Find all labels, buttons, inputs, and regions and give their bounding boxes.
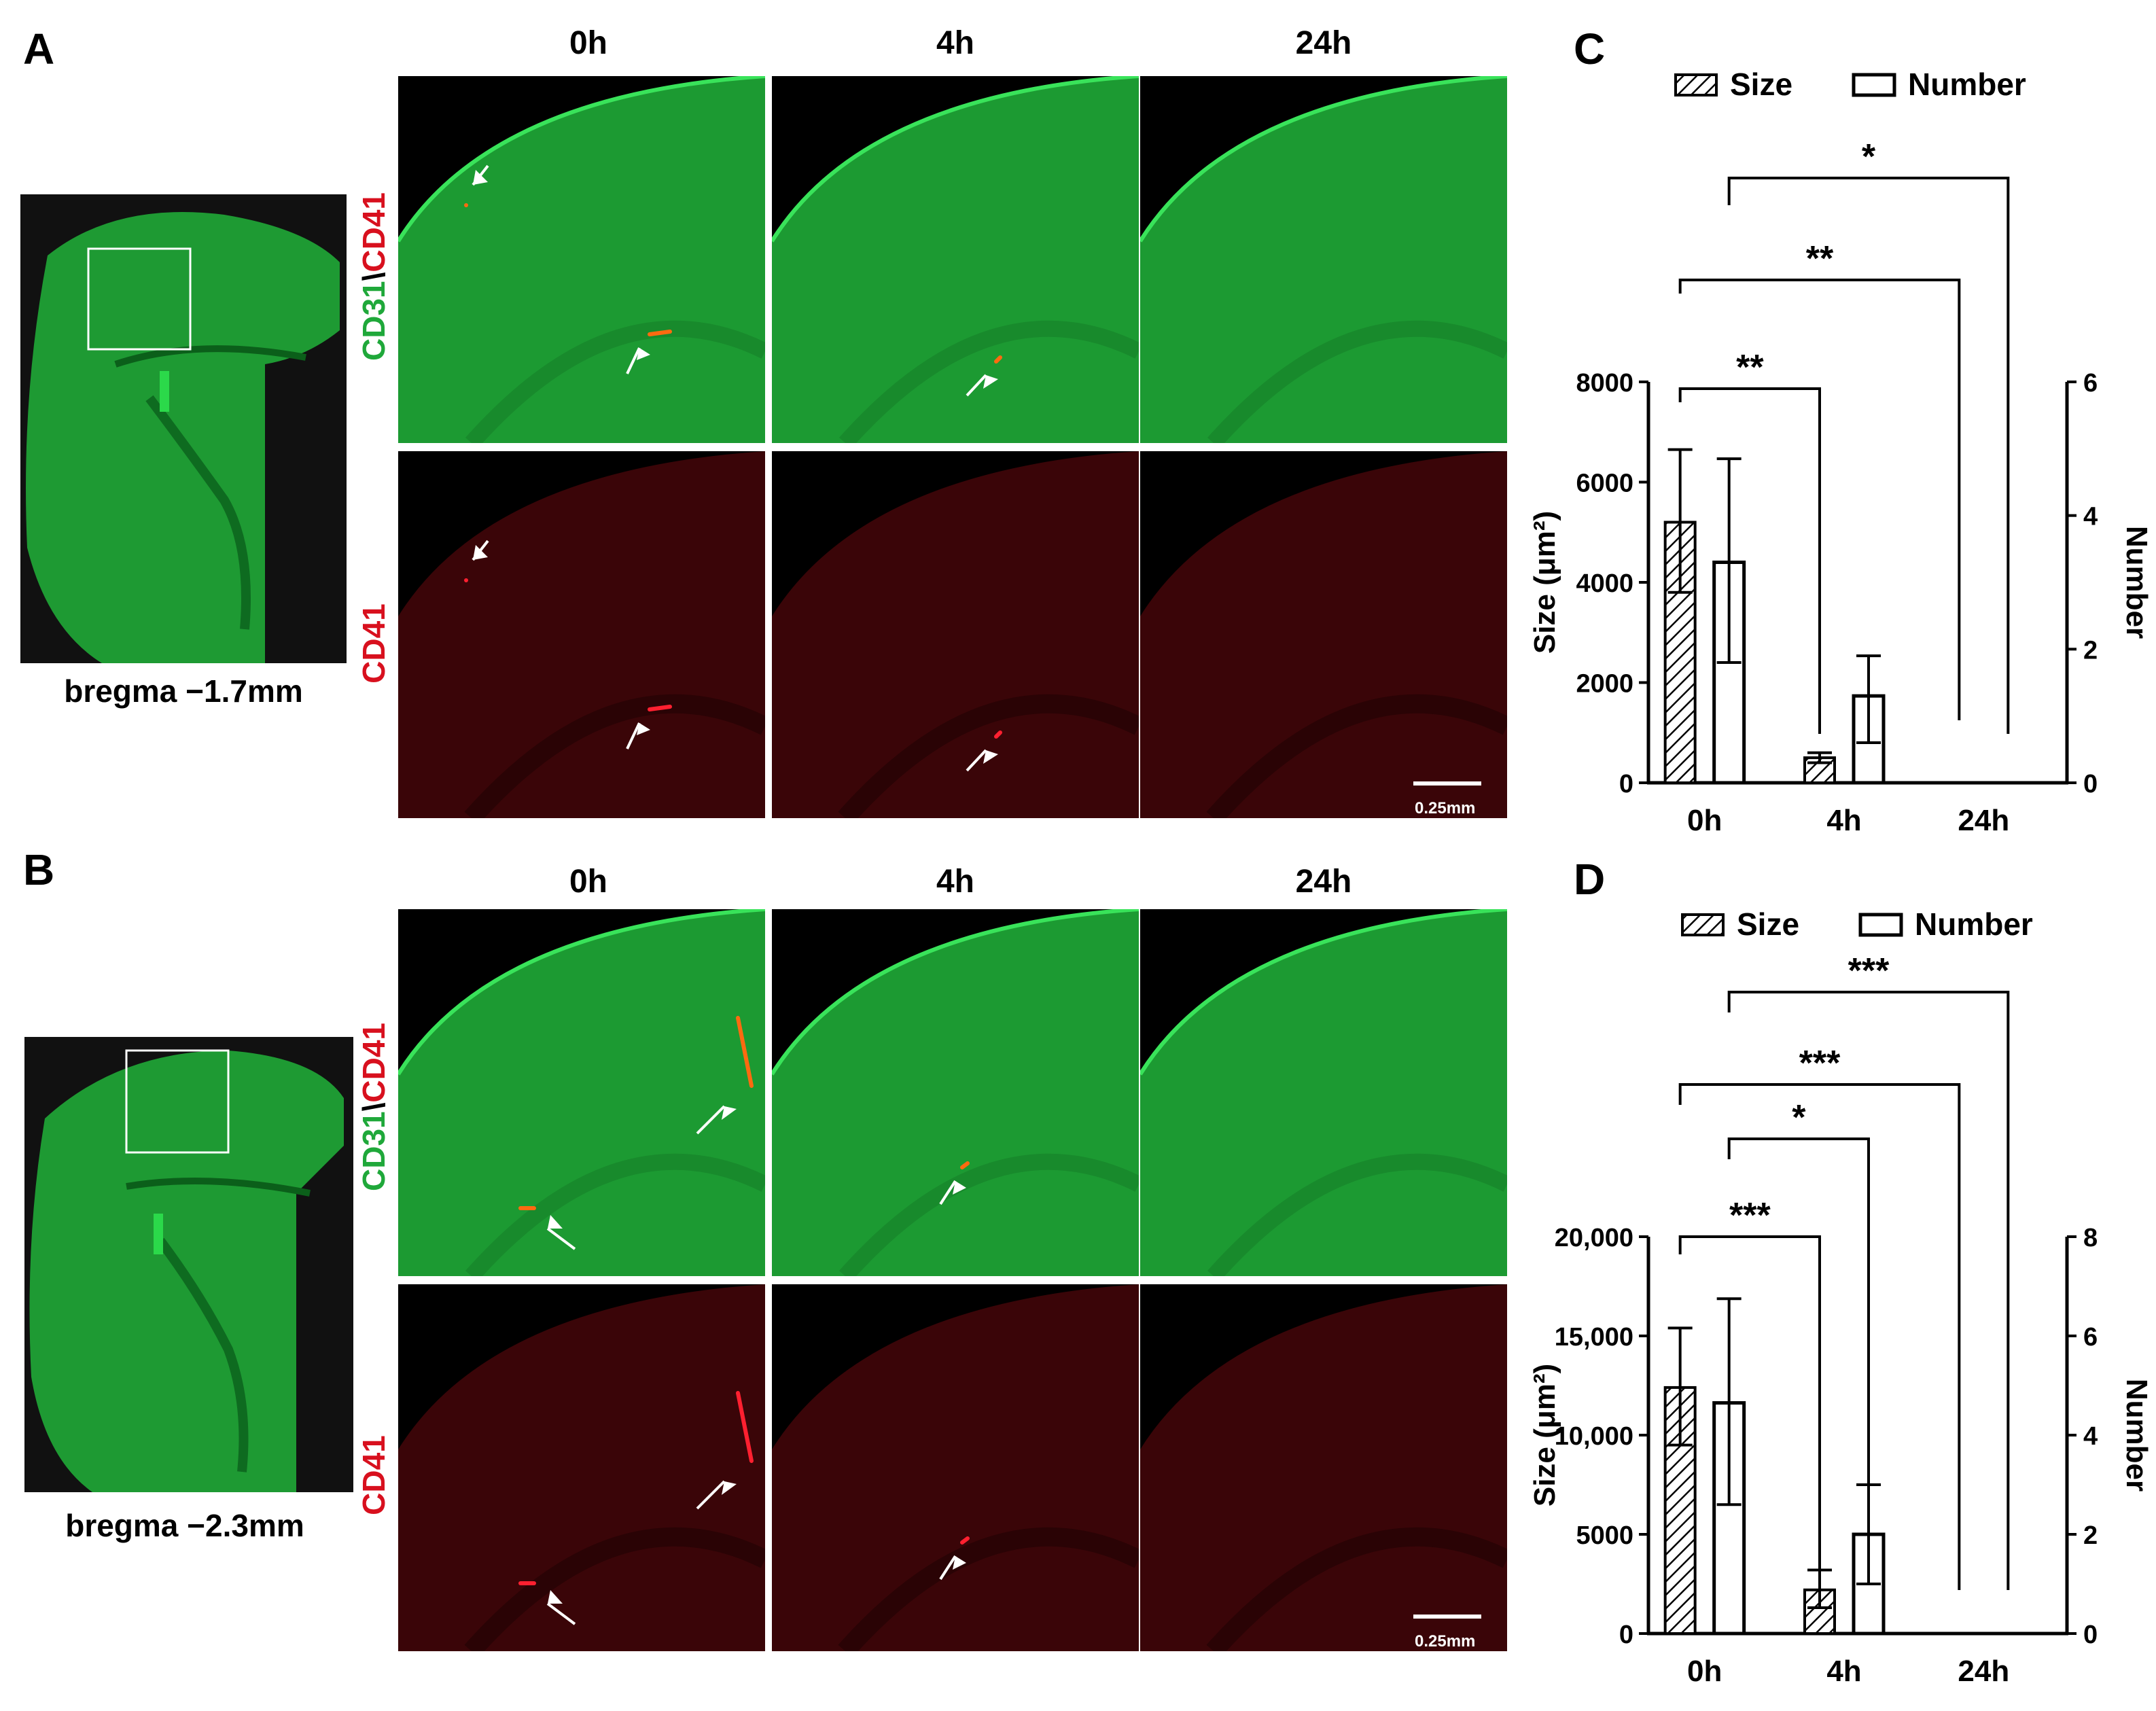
legend-swatch-size [1674, 73, 1718, 96]
label-separator: \ [356, 272, 391, 281]
column-label-0h-b: 0h [569, 864, 607, 900]
significance-bracket [1727, 991, 2010, 1590]
x-tick-label: 4h [1826, 804, 1861, 837]
column-label-4h-b: 4h [936, 864, 974, 900]
panel-letter-c: C [1574, 24, 1606, 73]
significance-label: *** [1729, 1196, 1771, 1235]
legend-label-number: Number [1908, 67, 2026, 102]
significance-label: *** [1848, 951, 1890, 991]
y2-tick-label: 6 [2083, 369, 2098, 398]
y-tick-label: 4000 [1576, 569, 1633, 598]
column-label-24h-a: 24h [1295, 25, 1352, 61]
y2-tick-label: 8 [2083, 1224, 2098, 1252]
x-tick-label: 24h [1958, 804, 2009, 837]
x-tick-label: 24h [1958, 1655, 2009, 1688]
scale-bar-b [1413, 1615, 1481, 1619]
y-tick-label: 15,000 [1555, 1323, 1633, 1352]
error-bar-size-4h [1807, 751, 1832, 764]
scale-bar-label-a: 0.25mm [1415, 799, 1476, 817]
panel-letter-a: A [23, 24, 55, 73]
y2-tick-label: 0 [2083, 1621, 2098, 1649]
chart-c: 0 2000 4000 6000 8000 0 2 4 6 Size (μm²) Number 0h 4… [1515, 54, 2154, 856]
scale-bar-a [1413, 781, 1481, 786]
significance-bracket [1678, 387, 1821, 734]
micrograph-a-merge-4h [772, 76, 1139, 443]
significance-bracket [1727, 1137, 1870, 1583]
x-tick-label: 0h [1687, 1655, 1722, 1688]
panel-letter-d: D [1574, 855, 1606, 904]
panel-letter-b: B [23, 845, 55, 894]
significance-bracket [1678, 1083, 1961, 1590]
y-axis-label: Size (μm²) [1528, 1364, 1561, 1506]
significance-bracket [1727, 177, 2010, 734]
y-tick-label: 0 [1619, 770, 1633, 798]
column-label-4h-a: 4h [936, 25, 974, 61]
row-label-merge-b: CD31\CD41 [355, 1005, 392, 1209]
x-tick-label: 4h [1826, 1655, 1861, 1688]
significance-label: ** [1736, 348, 1764, 387]
y2-tick-label: 6 [2083, 1323, 2098, 1352]
y-tick-label: 5000 [1576, 1521, 1633, 1550]
y-axis-label: Size (μm²) [1528, 511, 1561, 654]
label-cd31: CD31 [356, 281, 391, 361]
y2-axis-label: Number [2120, 1379, 2153, 1492]
brain-overview-b [24, 1037, 353, 1492]
significance-bracket [1678, 279, 1961, 720]
column-label-24h-b: 24h [1295, 864, 1352, 900]
micrograph-a-cd41-4h [772, 451, 1139, 818]
significance-label: * [1862, 137, 1876, 177]
error-bar-number-0h [1716, 457, 1742, 664]
label-cd41: CD41 [356, 1023, 391, 1103]
label-separator: \ [356, 1102, 391, 1112]
micrograph-b-cd41-0h [398, 1284, 765, 1651]
legend-label-size: Size [1737, 906, 1799, 942]
micrograph-b-merge-0h [398, 909, 765, 1276]
significance-label: *** [1799, 1044, 1841, 1083]
micrograph-b-cd41-24h [1140, 1284, 1507, 1651]
legend-swatch-number [1852, 73, 1896, 97]
legend-swatch-size [1681, 913, 1725, 936]
bregma-label-a: bregma −1.7mm [64, 673, 303, 709]
significance-bracket [1678, 1235, 1821, 1583]
error-bar-size-0h [1667, 448, 1693, 594]
error-bar-size-0h [1667, 1326, 1693, 1447]
micrograph-a-cd41-24h [1140, 451, 1507, 818]
micrograph-b-merge-24h [1140, 909, 1507, 1276]
error-bar-number-4h [1856, 654, 1881, 744]
y-tick-label: 6000 [1576, 470, 1633, 498]
y2-tick-label: 4 [2083, 503, 2098, 531]
label-cd31: CD31 [356, 1111, 391, 1191]
error-bar-number-0h [1716, 1297, 1742, 1506]
significance-label: * [1792, 1098, 1806, 1137]
y-tick-label: 10,000 [1555, 1422, 1633, 1451]
row-label-cd41-b: CD41 [356, 1435, 391, 1515]
label-cd41: CD41 [356, 192, 391, 272]
y2-tick-label: 2 [2083, 636, 2098, 665]
y-tick-label: 2000 [1576, 670, 1633, 699]
y-tick-label: 20,000 [1555, 1224, 1633, 1252]
legend-swatch-number [1858, 913, 1903, 937]
micrograph-b-cd41-4h [772, 1284, 1139, 1651]
y-tick-label: 0 [1619, 1621, 1633, 1649]
x-tick-label: 0h [1687, 804, 1722, 837]
brain-overview-a [20, 194, 347, 663]
micrograph-a-merge-0h [398, 76, 765, 443]
chart-d: 0 5000 10,000 15,000 20,000 0 2 4 6 8 Size (μm²) Nu… [1515, 883, 2154, 1706]
y2-tick-label: 2 [2083, 1521, 2098, 1550]
significance-label: ** [1806, 239, 1834, 279]
micrograph-a-cd41-0h [398, 451, 765, 818]
column-label-0h-a: 0h [569, 25, 607, 61]
legend-label-size: Size [1730, 67, 1792, 102]
scale-bar-label-b: 0.25mm [1415, 1632, 1476, 1651]
row-label-cd41-a: CD41 [356, 603, 391, 684]
row-label-merge-a: CD31\CD41 [355, 175, 392, 378]
micrograph-b-merge-4h [772, 909, 1139, 1276]
legend-label-number: Number [1915, 906, 2033, 942]
micrograph-a-merge-24h [1140, 76, 1507, 443]
y-tick-label: 8000 [1576, 369, 1633, 398]
y2-tick-label: 4 [2083, 1422, 2098, 1451]
y2-axis-label: Number [2120, 526, 2153, 639]
bregma-label-b: bregma −2.3mm [65, 1508, 304, 1543]
y2-tick-label: 0 [2083, 770, 2098, 798]
